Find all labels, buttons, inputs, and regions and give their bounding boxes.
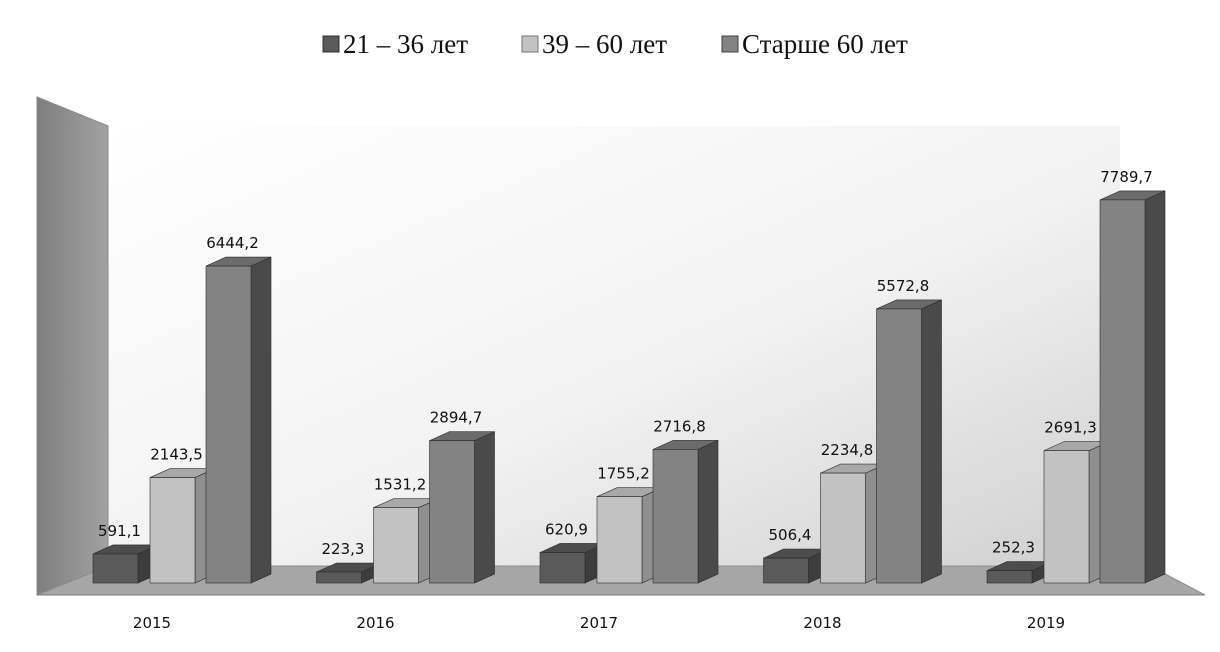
bar: [652, 439, 719, 584]
back-wall: [108, 126, 1120, 566]
data-label: 1755,2: [597, 465, 650, 483]
x-tick-label: 2019: [1027, 614, 1065, 632]
side-wall: [36, 96, 109, 596]
data-label: 223,3: [322, 540, 365, 558]
legend-swatch-series-2: [521, 35, 539, 53]
bar: [539, 543, 606, 584]
data-label: 7789,7: [1100, 168, 1153, 186]
legend-entry: 21 – 36 лет: [322, 29, 468, 59]
bar-front: [316, 571, 362, 584]
x-tick-label: 2016: [356, 614, 394, 632]
legend-entry: 39 – 60 лет: [521, 29, 667, 59]
bar-front: [539, 552, 586, 584]
data-label: 2716,8: [653, 417, 706, 435]
x-tick-label: 2018: [803, 614, 841, 632]
bar-front: [92, 553, 139, 584]
bar-side: [474, 431, 495, 584]
x-axis-ticks: 2015 2016 2017 2018 2019: [133, 614, 1065, 632]
data-label: 2691,3: [1044, 419, 1097, 437]
data-label: 620,9: [545, 520, 588, 538]
bar-front: [205, 265, 252, 584]
bar-front: [986, 570, 1033, 584]
bar-front: [149, 477, 196, 584]
data-label: 5572,8: [877, 277, 930, 295]
bar-front: [876, 308, 922, 584]
data-label: 2894,7: [430, 409, 483, 427]
bar: [1099, 190, 1166, 584]
bar: [92, 544, 159, 584]
bar-front: [429, 440, 475, 584]
data-label: 252,3: [992, 539, 1035, 557]
data-labels-layer: 591,1 2143,5 6444,2 223,3 1531,2 2894,7 620,9 1…: [98, 168, 1153, 558]
data-label: 1531,2: [374, 476, 427, 494]
bar: [1043, 441, 1110, 584]
x-tick-label: 2015: [133, 614, 171, 632]
bar: [429, 431, 495, 584]
bar: [820, 463, 886, 584]
bar: [316, 562, 382, 584]
legend-swatch-series-1: [322, 35, 340, 53]
bar: [763, 548, 829, 584]
legend-entry: Старше 60 лет: [721, 29, 908, 59]
legend-label-series-2: 39 – 60 лет: [542, 29, 667, 59]
bar-front: [1043, 450, 1090, 584]
bar-side: [250, 256, 272, 584]
bar: [596, 487, 663, 584]
data-label: 2143,5: [150, 446, 203, 464]
data-label: 506,4: [769, 526, 812, 544]
bar-side: [1144, 190, 1166, 584]
bar-front: [596, 496, 643, 584]
bar-front: [1099, 199, 1146, 584]
data-label: 6444,2: [206, 234, 259, 252]
legend-swatch-series-3: [721, 35, 739, 53]
bar-side: [697, 439, 719, 584]
bar-front: [373, 507, 419, 584]
bar-front: [763, 557, 809, 584]
data-label: 2234,8: [821, 441, 874, 459]
bar: [149, 468, 216, 584]
bar-front: [820, 472, 866, 584]
legend-label-series-3: Старше 60 лет: [742, 29, 908, 59]
bar-side: [921, 299, 942, 584]
data-label: 591,1: [98, 522, 141, 540]
x-tick-label: 2017: [580, 614, 618, 632]
legend: 21 – 36 лет 39 – 60 лет Старше 60 лет: [322, 29, 908, 59]
bar-front: [652, 449, 699, 584]
bar: [373, 498, 439, 584]
bar: [205, 256, 272, 584]
legend-label-series-1: 21 – 36 лет: [343, 29, 468, 59]
bars-layer: [92, 190, 1166, 584]
bar: [876, 299, 942, 584]
